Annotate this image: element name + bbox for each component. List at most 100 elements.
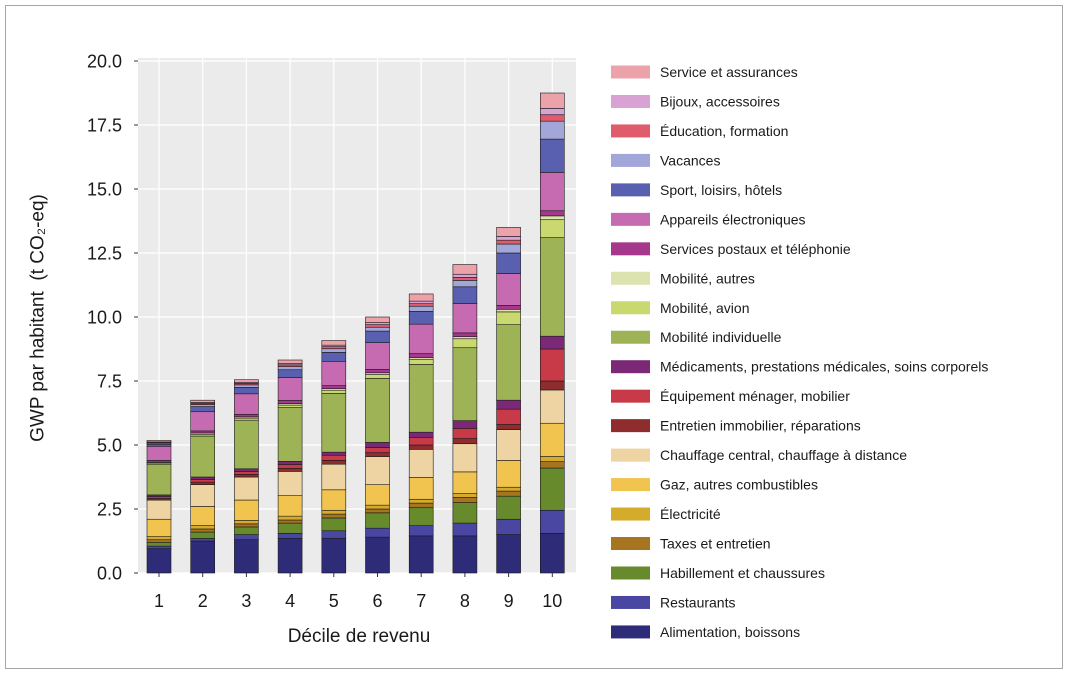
bar-segment-9-alimentation-boissons: [496, 534, 521, 574]
bar-segment-6-education-formation: [365, 324, 390, 328]
bar-segment-5-chauffage-central-chauffage-a-distance: [321, 463, 347, 491]
bar-segment-1-chauffage-central-chauffage-a-distance: [146, 499, 172, 520]
bar-segment-8-chauffage-central-chauffage-a-distance: [452, 443, 478, 473]
legend-swatch: [611, 625, 650, 639]
legend-swatch: [611, 65, 650, 79]
bar-segment-7-taxes-et-entretien: [408, 502, 434, 509]
bar-segment-8-education-formation: [452, 277, 478, 281]
bar-segment-2-electricite: [190, 525, 215, 530]
bar-segment-5-sport-loisirs-hotels: [321, 352, 347, 362]
legend-label: Médicaments, prestations médicales, soin…: [660, 359, 988, 375]
bar-segment-7-electricite: [408, 498, 434, 504]
bar-segment-8-vacances: [452, 280, 478, 288]
bar-segment-8-bijoux-accessoires: [452, 273, 478, 278]
bar-segment-4-service-et-assurances: [277, 359, 303, 364]
bar-segment-10-mobilite-individuelle: [539, 237, 565, 337]
bar-segment-10-entretien-immobilier-reparations: [539, 380, 565, 391]
y-tick-label-6: 15.0: [87, 180, 122, 200]
bar-segment-7-gaz-autres-combustibles: [408, 477, 434, 500]
bar-segment-10-appareils-electroniques: [539, 172, 565, 212]
bar-segment-10-service-et-assurances: [539, 92, 565, 109]
bar-segment-6-alimentation-boissons: [365, 536, 390, 574]
bar-segment-8-restaurants: [452, 522, 478, 537]
legend-item-services-postaux-et-telephonie: Services postaux et téléphonie: [611, 241, 851, 257]
legend-item-bijoux-accessoires: Bijoux, accessoires: [611, 93, 780, 109]
bar-segment-5-restaurants: [321, 530, 347, 539]
legend-item-equipement-menager-mobilier: Équipement ménager, mobilier: [611, 388, 850, 404]
bar-segment-4-medicaments-prestations-medicales-soins-corporels: [277, 461, 303, 465]
legend-item-gaz-autres-combustibles: Gaz, autres combustibles: [611, 477, 818, 493]
x-tick-label-3: 3: [241, 591, 251, 611]
legend-label: Mobilité, avion: [660, 300, 750, 316]
bar-segment-6-sport-loisirs-hotels: [365, 330, 390, 343]
bar-segment-10-chauffage-central-chauffage-a-distance: [539, 389, 565, 424]
legend-label: Mobilité individuelle: [660, 329, 782, 345]
bar-segment-3-entretien-immobilier-reparations: [234, 474, 259, 478]
bar-segment-4-chauffage-central-chauffage-a-distance: [277, 471, 303, 496]
bar-segment-4-entretien-immobilier-reparations: [277, 467, 303, 472]
bar-segment-7-sport-loisirs-hotels: [408, 311, 434, 325]
bar-segment-5-education-formation: [321, 346, 347, 350]
bar-segment-5-vacances: [321, 348, 347, 353]
bar-segment-2-chauffage-central-chauffage-a-distance: [190, 484, 215, 507]
bar-segment-10-taxes-et-entretien: [539, 461, 565, 469]
bar-segment-10-medicaments-prestations-medicales-soins-corporels: [539, 335, 565, 350]
legend-item-chauffage-central-chauffage-a-distance: Chauffage central, chauffage à distance: [611, 447, 907, 463]
bar-segment-1-habillement-et-chaussures: [146, 541, 172, 547]
bar-segment-10-equipement-menager-mobilier: [539, 348, 565, 382]
bar-segment-9-mobilite-individuelle: [496, 324, 521, 401]
legend-swatch: [611, 507, 650, 521]
bar-segment-8-medicaments-prestations-medicales-soins-corporels: [452, 420, 478, 429]
bar-segment-4-gaz-autres-combustibles: [277, 495, 303, 517]
bar-segment-5-services-postaux-et-telephonie: [321, 385, 347, 389]
bar-segment-3-sport-loisirs-hotels: [234, 387, 259, 395]
bar-segment-9-restaurants: [496, 518, 521, 535]
bar-segment-8-equipement-menager-mobilier: [452, 428, 478, 439]
bar-segment-6-vacances: [365, 326, 390, 332]
bar-segment-5-service-et-assurances: [321, 340, 347, 346]
y-tick-label-0: 0.0: [97, 564, 122, 584]
bar-segment-9-services-postaux-et-telephonie: [496, 305, 521, 310]
bar-segment-5-medicaments-prestations-medicales-soins-corporels: [321, 451, 347, 456]
x-tick-label-2: 2: [198, 591, 208, 611]
y-axis: 0.0 2.5 5.0 7.5 10.0 12.5 15.0 17.5 20.0: [87, 52, 138, 584]
bar-segment-6-chauffage-central-chauffage-a-distance: [365, 456, 390, 485]
bar-segment-3-medicaments-prestations-medicales-soins-corporels: [234, 468, 259, 472]
bar-segment-2-services-postaux-et-telephonie: [190, 430, 215, 434]
bar-segment-4-equipement-menager-mobilier: [277, 464, 303, 469]
bar-segment-4-mobilite-individuelle: [277, 407, 303, 462]
bar-segment-9-mobilite-autres: [496, 309, 521, 313]
bar-segment-9-taxes-et-entretien: [496, 490, 521, 497]
bar-segment-7-alimentation-boissons: [408, 535, 434, 574]
bar-segment-3-appareils-electroniques: [234, 393, 259, 415]
bar-segment-7-service-et-assurances: [408, 293, 434, 302]
bar-segment-8-mobilite-avion: [452, 338, 478, 349]
legend-label: Chauffage central, chauffage à distance: [660, 447, 907, 463]
bar-segment-2-appareils-electroniques: [190, 411, 215, 432]
bar-segment-4-mobilite-avion: [277, 404, 303, 408]
bar-segment-5-entretien-immobilier-reparations: [321, 460, 347, 465]
legend-item-education-formation: Éducation, formation: [611, 123, 788, 139]
bar-segment-3-alimentation-boissons: [234, 539, 259, 574]
legend-item-appareils-electroniques: Appareils électroniques: [611, 211, 806, 227]
bar-segment-8-appareils-electroniques: [452, 303, 478, 334]
bar-segment-6-service-et-assurances: [365, 316, 390, 323]
bar-segment-9-electricite: [496, 486, 521, 492]
legend-swatch: [611, 537, 650, 551]
bar-segment-9-sport-loisirs-hotels: [496, 252, 521, 274]
bar-segment-2-habillement-et-chaussures: [190, 531, 215, 539]
legend-label: Appareils électroniques: [660, 211, 806, 227]
y-tick-label-2: 5.0: [97, 436, 122, 456]
legend-swatch: [611, 94, 650, 108]
bar-segment-3-taxes-et-entretien: [234, 523, 259, 528]
bar-segment-7-medicaments-prestations-medicales-soins-corporels: [408, 431, 434, 438]
bar-segment-5-mobilite-avion: [321, 389, 347, 394]
bar-segment-5-habillement-et-chaussures: [321, 517, 347, 532]
legend-label: Équipement ménager, mobilier: [660, 388, 850, 404]
x-tick-label-10: 10: [542, 591, 562, 611]
bar-segment-9-chauffage-central-chauffage-a-distance: [496, 429, 521, 461]
legend: Service et assurances Bijoux, accessoires…: [611, 64, 988, 640]
x-tick-label-5: 5: [329, 591, 339, 611]
bars: [146, 92, 565, 574]
legend-swatch: [611, 153, 650, 167]
